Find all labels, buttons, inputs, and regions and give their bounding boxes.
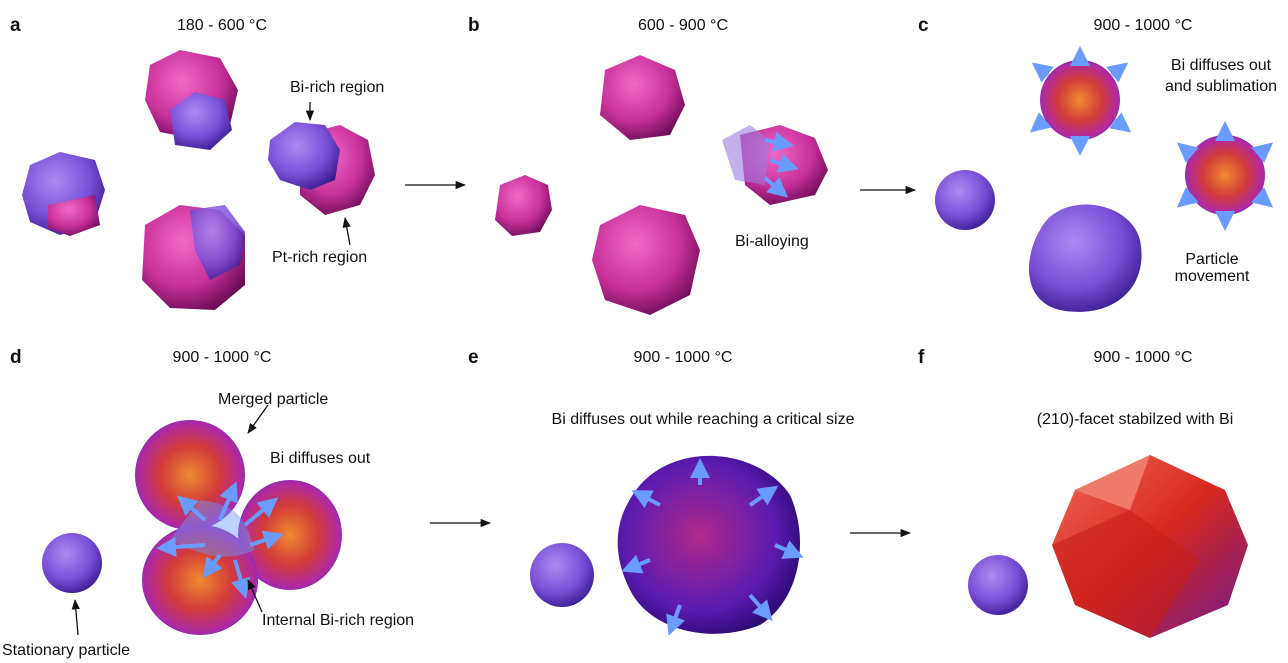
annotation: Particle — [1185, 251, 1238, 268]
temperature: 900 - 1000 °C — [1094, 17, 1193, 34]
temperature: 900 - 1000 °C — [173, 349, 272, 366]
temperature: 900 - 1000 °C — [1094, 349, 1193, 366]
panel-label: e — [468, 347, 479, 368]
annotation: Internal Bi-rich region — [262, 612, 414, 629]
panel-label: d — [10, 347, 22, 368]
panel-d-particles — [42, 405, 342, 635]
panel-f-particles — [968, 455, 1248, 638]
panel-label: c — [918, 15, 929, 36]
panel-label: f — [918, 347, 925, 368]
figure: a b c d e f 180 - 600 °C 600 - 900 °C 90… — [0, 0, 1288, 663]
annotation: Bi diffuses out — [270, 450, 371, 467]
panel-e-particles — [530, 456, 800, 634]
annotation: Stationary particle — [2, 642, 130, 659]
temperature: 900 - 1000 °C — [634, 349, 733, 366]
annotation: Pt-rich region — [272, 249, 367, 266]
annotation: Bi diffuses out — [1171, 57, 1272, 74]
annotation: Bi-rich region — [290, 79, 384, 96]
annotation: Bi-alloying — [735, 233, 809, 250]
annotation: (210)-facet stabilzed with Bi — [1037, 411, 1234, 428]
temperature: 180 - 600 °C — [177, 17, 267, 34]
annotation: movement — [1175, 268, 1250, 285]
panel-label: b — [468, 15, 480, 36]
annotation: and sublimation — [1165, 78, 1277, 95]
panel-b-particles — [495, 55, 828, 315]
panel-label: a — [10, 15, 21, 36]
temperature: 600 - 900 °C — [638, 17, 728, 34]
annotation: Merged particle — [218, 391, 328, 408]
annotation: Bi diffuses out while reaching a critica… — [552, 411, 855, 428]
